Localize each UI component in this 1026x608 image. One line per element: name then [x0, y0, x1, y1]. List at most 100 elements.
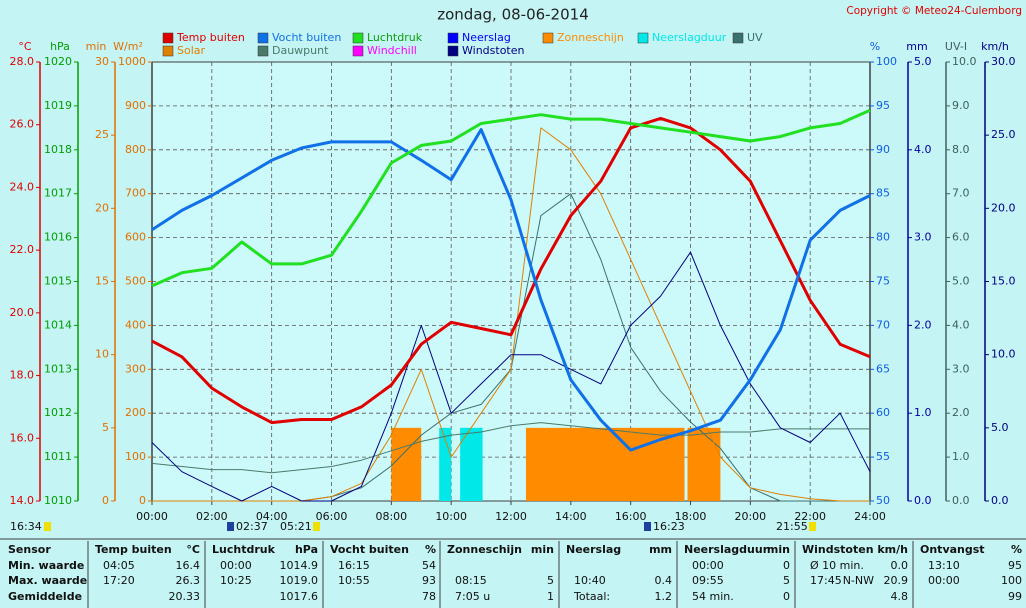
y-tick-label: 500	[125, 275, 146, 288]
table-cell: 54	[422, 559, 436, 572]
event-time: 05:21	[280, 520, 312, 533]
axis-title: W/m²	[113, 40, 143, 53]
event-icon	[227, 522, 234, 531]
column-unit: %	[425, 543, 436, 556]
y-tick-label: 200	[125, 406, 146, 419]
event-icon	[809, 522, 816, 531]
y-tick-label: 4.0	[952, 318, 970, 331]
table-cell: 5	[547, 574, 554, 587]
y-tick-label: 10.0	[952, 55, 977, 68]
legend-swatch	[542, 32, 554, 44]
y-tick-label: 25	[95, 128, 109, 141]
table-cell: 1	[547, 590, 554, 603]
y-tick-label: 7.0	[952, 187, 970, 200]
column-unit: min	[531, 543, 554, 556]
table-cell: 13:10	[928, 559, 960, 572]
series-line	[152, 127, 870, 502]
row-label: Gemiddelde	[8, 590, 82, 603]
legend-swatch	[447, 32, 459, 44]
table-header: Sensor	[8, 543, 51, 556]
table-cell: 99	[1008, 590, 1022, 603]
x-tick-label: 00:00	[136, 510, 168, 523]
x-tick-label: 04:00	[256, 510, 288, 523]
y-tick-label: 9.0	[952, 99, 970, 112]
copyright: Copyright © Meteo24-Culemborg	[846, 5, 1022, 17]
x-tick-label: 18:00	[675, 510, 707, 523]
table-cell: 4.8	[891, 590, 909, 603]
legend-swatch	[162, 45, 174, 57]
duration-bar	[687, 427, 721, 501]
series-line	[151, 108, 871, 288]
legend-label: Luchtdruk	[367, 31, 423, 44]
y-tick-label: 60	[876, 406, 890, 419]
axis-title: UV-I	[945, 40, 967, 53]
event-time: 16:23	[653, 520, 685, 533]
y-tick-label: 1015	[44, 275, 72, 288]
axis-title: hPa	[50, 40, 70, 53]
table-cell: 54 min.	[692, 590, 734, 603]
legend-label: Dauwpunt	[272, 44, 329, 57]
event-time: 02:37	[236, 520, 268, 533]
y-tick-label: 25.0	[991, 128, 1016, 141]
event-time: 21:55	[776, 520, 808, 533]
event-icon	[44, 522, 51, 531]
table-cell: 17:20	[103, 574, 135, 587]
duration-bar	[391, 427, 422, 501]
legend-label: Neerslag	[462, 31, 511, 44]
y-tick-label: 1019	[44, 99, 72, 112]
series-line	[151, 116, 871, 425]
y-tick-label: 15	[95, 275, 109, 288]
series-line	[151, 251, 871, 502]
y-tick-label: 85	[876, 187, 890, 200]
column-unit: %	[1011, 543, 1022, 556]
y-tick-label: 0	[102, 494, 109, 507]
axis-title: %	[870, 40, 880, 53]
y-tick-label: 80	[876, 231, 890, 244]
y-tick-label: 5.0	[914, 55, 932, 68]
y-tick-label: 1014	[44, 318, 72, 331]
table-cell: 10:25	[220, 574, 252, 587]
y-tick-label: 20.0	[991, 201, 1016, 214]
y-tick-label: 2.0	[914, 318, 932, 331]
y-tick-label: 28.0	[10, 55, 35, 68]
table-cell: 00:00	[220, 559, 252, 572]
table-cell: 26.3	[176, 574, 201, 587]
y-tick-label: 0.0	[952, 494, 970, 507]
legend-swatch	[257, 45, 269, 57]
y-tick-label: 8.0	[952, 143, 970, 156]
y-tick-label: 1017	[44, 187, 72, 200]
table-cell: 0	[783, 559, 790, 572]
table-cell: 16.4	[176, 559, 201, 572]
legend-label: Windstoten	[462, 44, 524, 57]
y-tick-label: 18.0	[10, 369, 35, 382]
table-cell: 95	[1008, 559, 1022, 572]
axis-title: min	[86, 40, 107, 53]
y-tick-label: 75	[876, 275, 890, 288]
table-cell: Ø 10 min.	[810, 559, 864, 572]
column-title: Vocht buiten	[330, 543, 409, 556]
y-tick-label: 20	[95, 201, 109, 214]
y-tick-label: 1016	[44, 231, 72, 244]
y-tick-label: 0.0	[991, 494, 1009, 507]
legend-label: Zonneschijn	[557, 31, 624, 44]
event-icon	[644, 522, 651, 531]
table-cell: 1.2	[655, 590, 673, 603]
table-cell: N-NW	[843, 574, 874, 587]
x-tick-label: 22:00	[794, 510, 826, 523]
legend-swatch	[352, 32, 364, 44]
y-tick-label: 4.0	[914, 143, 932, 156]
series-line	[151, 128, 871, 452]
y-tick-label: 3.0	[952, 362, 970, 375]
axis-title: mm	[906, 40, 927, 53]
y-tick-label: 10.0	[991, 348, 1016, 361]
y-tick-label: 400	[125, 318, 146, 331]
legend-label: Vocht buiten	[272, 31, 341, 44]
table-cell: 100	[1001, 574, 1022, 587]
y-tick-label: 15.0	[991, 275, 1016, 288]
y-tick-label: 1000	[118, 55, 146, 68]
table-cell: 10:55	[338, 574, 370, 587]
legend-label: UV	[747, 31, 763, 44]
table-cell: 0.4	[655, 574, 673, 587]
x-tick-label: 10:00	[435, 510, 467, 523]
